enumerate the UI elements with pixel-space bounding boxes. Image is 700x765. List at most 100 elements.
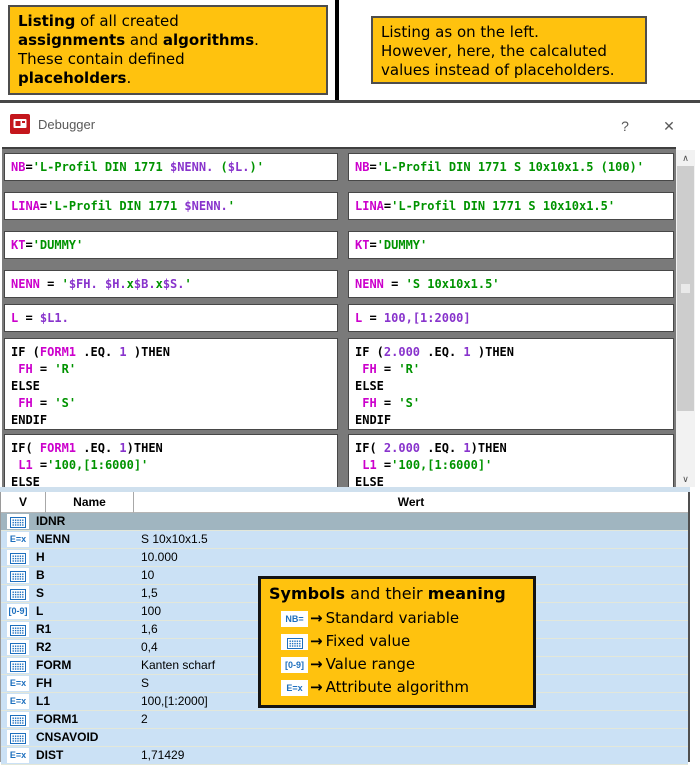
code-row-right-0: NB='L-Profil DIN 1771 S 10x10x1.5 (100)' [348,153,674,181]
variable-value: 0,4 [141,640,158,654]
scrollbar-up-icon[interactable]: ∧ [676,150,695,166]
legend-item: E=x → Attribute algorithm [281,676,525,699]
legend-item: [0-9] → Value range [281,653,525,676]
code-token: ELSE [355,379,384,393]
table-row-form1[interactable]: FORM1 2 [1,711,688,729]
panel-splitter[interactable] [0,487,690,492]
code-token: 'DUMMY' [376,238,428,252]
code-token: ' [227,199,236,213]
text-segment: of all created [80,12,179,30]
variable-value: 1,6 [141,622,158,636]
text-segment: assignments [18,31,126,49]
keypad-icon [10,588,26,600]
keypad-icon [10,732,26,744]
code-row-left-0: NB='L-Profil DIN 1771 $NENN. ($L.)' [4,153,338,181]
code-token: FORM1 [39,441,77,455]
scrollbar-grip [681,284,690,293]
code-token: x [126,277,134,291]
close-button[interactable]: ✕ [663,118,675,134]
variable-name: L [36,604,44,618]
code-token: 'L-Profil DIN 1771 [47,199,185,213]
table-header-v: V [1,492,46,513]
table-row-dist[interactable]: E=x DIST 1,71429 [1,747,688,765]
code-token: = [32,458,48,472]
code-token: 'DUMMY' [32,238,84,252]
variable-name: DIST [36,748,64,762]
code-token [98,277,105,291]
code-token: = [369,160,377,174]
variable-value: 10.000 [141,550,178,564]
text-segment: Symbols [269,584,346,603]
code-token: = [369,238,377,252]
code-token: = [32,362,55,376]
text-segment: meaning [427,584,506,603]
fixed-icon [7,658,29,673]
code-token: 2.000 [383,441,421,455]
arrow-icon: → [310,678,323,696]
code-token: = [376,362,399,376]
code-row-right-2: KT='DUMMY' [348,231,674,259]
code-row-right-3: NENN = 'S 10x10x1.5' [348,270,674,298]
variable-name: L1 [36,694,51,708]
code-token: .EQ. [83,345,113,359]
legend-label: Value range [325,655,416,673]
variable-value: 1,5 [141,586,158,600]
algo-icon: E=x [7,694,29,709]
code-token: ELSE [355,475,384,487]
fixed-icon [7,586,29,601]
code-scrollbar[interactable]: ∧ ∨ [676,150,695,487]
legend-label: Standard variable [325,609,460,627]
code-token: ENDIF [355,413,392,427]
code-token: ELSE [11,475,40,487]
variable-value: Kanten scharf [141,658,216,672]
table-row-nenn[interactable]: E=x NENN S 10x10x1.5 [1,531,688,549]
code-token: .EQ. [83,441,113,455]
text-segment: placeholders [18,69,127,87]
arrow-icon: → [310,655,323,673]
code-token: 'R' [398,362,421,376]
code-token: NENN [11,277,40,291]
table-row-idnr[interactable]: IDNR [1,513,688,531]
code-token: $L. [227,160,250,174]
variable-name: S [36,586,45,600]
keypad-icon [10,714,26,726]
code-token: = [18,311,40,325]
code-token: THEN [477,441,507,455]
code-token: '100,[1:6000]' [391,458,493,472]
code-token: = [376,396,399,410]
fixed-icon [281,633,308,650]
table-row-h[interactable]: H 10.000 [1,549,688,567]
help-button[interactable]: ? [621,118,629,134]
code-token: FH [18,396,33,410]
code-token: 'L-Profil DIN 1771 S 10x10x1.5 (100)' [376,160,644,174]
table-row-cnsavoid[interactable]: CNSAVOID [1,729,688,747]
code-token: = [25,160,33,174]
fixed-icon [7,640,29,655]
code-token: KT [355,238,370,252]
fixed-icon [7,550,29,565]
code-token: ) [470,441,478,455]
code-row-left-4: L = $L1. [4,304,338,332]
variable-name: B [36,568,45,582]
code-token: $H. [104,277,127,291]
code-token: 1 [463,345,471,359]
code-token: $B. [133,277,156,291]
text-segment: and their [345,584,428,603]
scrollbar-thumb[interactable] [677,166,694,411]
code-token: ENDIF [11,413,48,427]
code-token: 'S' [398,396,421,410]
text-segment: . [126,69,132,87]
code-token: 'L-Profil DIN 1771 [32,160,170,174]
code-token: ( [369,441,384,455]
table-header-name: Name [46,492,134,513]
variable-name: IDNR [36,514,66,528]
arrow-icon: → [310,609,323,627]
code-row-right-5: IF (2.000 .EQ. 1 )THEN FH = 'R' ELSE FH … [348,338,674,430]
range-icon: [0-9] [281,656,308,673]
code-token: NB [355,160,370,174]
legend-item: NB= → Standard variable [281,607,525,630]
code-token: ) [470,345,486,359]
scrollbar-down-icon[interactable]: ∨ [676,471,695,487]
code-token: 'L-Profil DIN 1771 S 10x10x1.5' [391,199,616,213]
code-token: L1 [18,458,33,472]
